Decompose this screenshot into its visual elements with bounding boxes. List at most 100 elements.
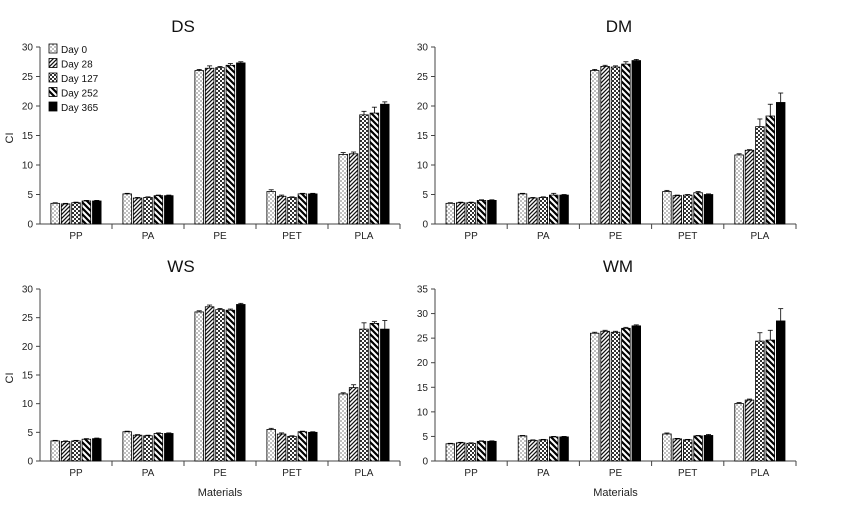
x-tick-label: PA bbox=[537, 231, 550, 242]
x-tick-label: PP bbox=[464, 231, 478, 242]
bar bbox=[338, 153, 348, 225]
x-tick-label: PET bbox=[678, 231, 697, 242]
bar bbox=[703, 435, 714, 462]
bar bbox=[215, 309, 225, 462]
bar bbox=[631, 60, 642, 225]
bar bbox=[734, 403, 744, 462]
legend-swatch bbox=[48, 43, 58, 54]
bar bbox=[276, 195, 287, 225]
y-tick-label: 20 bbox=[417, 358, 429, 369]
legend-label: Day 365 bbox=[61, 103, 99, 114]
bar bbox=[610, 66, 621, 225]
y-tick-label: 0 bbox=[27, 220, 33, 231]
bar bbox=[164, 195, 174, 225]
bar bbox=[600, 66, 610, 225]
bar bbox=[287, 197, 297, 225]
y-axis-label: CI bbox=[4, 373, 16, 384]
chart-title: WS bbox=[167, 257, 194, 276]
bar bbox=[590, 332, 600, 462]
x-tick-label: PP bbox=[69, 468, 83, 479]
legend-label: Day 127 bbox=[61, 74, 99, 85]
x-tick-label: PA bbox=[537, 468, 550, 479]
bar bbox=[621, 63, 631, 225]
bar bbox=[369, 322, 380, 462]
bar bbox=[81, 438, 92, 462]
bar bbox=[204, 67, 215, 225]
x-tick-label: PET bbox=[678, 468, 697, 479]
x-tick-label: PE bbox=[609, 231, 623, 242]
x-tick-label: PA bbox=[142, 468, 155, 479]
x-tick-label: PLA bbox=[355, 231, 374, 242]
bar bbox=[359, 114, 369, 225]
bar bbox=[538, 439, 549, 462]
bar bbox=[559, 436, 569, 462]
bar bbox=[610, 331, 621, 462]
x-axis-label: Materials bbox=[198, 487, 243, 499]
bar bbox=[60, 203, 71, 225]
y-tick-label: 10 bbox=[417, 407, 429, 418]
bar bbox=[194, 311, 204, 462]
legend-swatch bbox=[48, 101, 58, 112]
y-tick-label: 20 bbox=[22, 102, 34, 113]
bar bbox=[476, 199, 487, 225]
bar bbox=[549, 194, 559, 225]
x-tick-label: PLA bbox=[750, 231, 769, 242]
bar bbox=[380, 328, 390, 462]
bar bbox=[693, 435, 703, 462]
y-tick-label: 25 bbox=[22, 72, 34, 83]
bar bbox=[621, 327, 631, 462]
bar bbox=[744, 149, 755, 225]
y-tick-label: 15 bbox=[417, 131, 429, 142]
bar bbox=[600, 330, 610, 462]
y-tick-label: 10 bbox=[22, 399, 34, 410]
y-tick-label: 5 bbox=[27, 428, 33, 439]
bar bbox=[765, 115, 776, 225]
legend-swatch bbox=[48, 72, 58, 83]
bar bbox=[755, 340, 765, 462]
bar bbox=[662, 191, 672, 225]
bar bbox=[549, 436, 559, 462]
legend-swatch bbox=[48, 58, 58, 68]
y-tick-label: 30 bbox=[22, 43, 34, 54]
x-tick-label: PP bbox=[464, 468, 478, 479]
bar bbox=[466, 202, 476, 225]
bar bbox=[662, 433, 672, 462]
bar bbox=[308, 193, 318, 225]
y-tick-label: 20 bbox=[417, 102, 429, 113]
bar bbox=[338, 393, 348, 462]
legend: Day 0 Day 28 Day 127 Day 252 Day 365 bbox=[48, 43, 99, 114]
chart-panel-ws: WS 0 5 10 15 20 25 30 CI Materials PP PA PE PET PLA bbox=[4, 257, 401, 499]
bar bbox=[122, 193, 132, 225]
bar bbox=[380, 103, 390, 225]
y-axis-label: CI bbox=[4, 133, 16, 144]
bar bbox=[266, 191, 276, 225]
y-tick-label: 0 bbox=[422, 220, 428, 231]
y-tick-label: 15 bbox=[22, 131, 34, 142]
y-tick-label: 30 bbox=[22, 285, 34, 296]
x-tick-label: PP bbox=[69, 231, 83, 242]
bar bbox=[92, 200, 102, 225]
x-tick-label: PET bbox=[282, 468, 301, 479]
bar bbox=[776, 320, 786, 462]
y-tick-label: 5 bbox=[27, 190, 33, 201]
chart-panel-dm: DM 0 5 10 15 20 25 30 PP PA PE PET PLA bbox=[417, 17, 797, 242]
bar bbox=[50, 202, 60, 225]
bar bbox=[445, 443, 456, 462]
bar bbox=[225, 309, 236, 462]
y-tick-label: 25 bbox=[417, 72, 429, 83]
bar bbox=[81, 200, 92, 225]
y-tick-label: 10 bbox=[22, 161, 34, 172]
bar bbox=[236, 304, 246, 462]
bar bbox=[153, 433, 164, 462]
y-tick-label: 5 bbox=[422, 432, 428, 443]
bar bbox=[276, 433, 287, 462]
bar bbox=[143, 197, 153, 225]
x-tick-label: PET bbox=[282, 231, 301, 242]
bar bbox=[517, 193, 528, 225]
bar bbox=[631, 325, 642, 462]
bar bbox=[122, 431, 132, 462]
bar bbox=[132, 434, 143, 462]
bar bbox=[194, 70, 204, 225]
bar bbox=[369, 112, 380, 225]
bar bbox=[308, 431, 318, 462]
